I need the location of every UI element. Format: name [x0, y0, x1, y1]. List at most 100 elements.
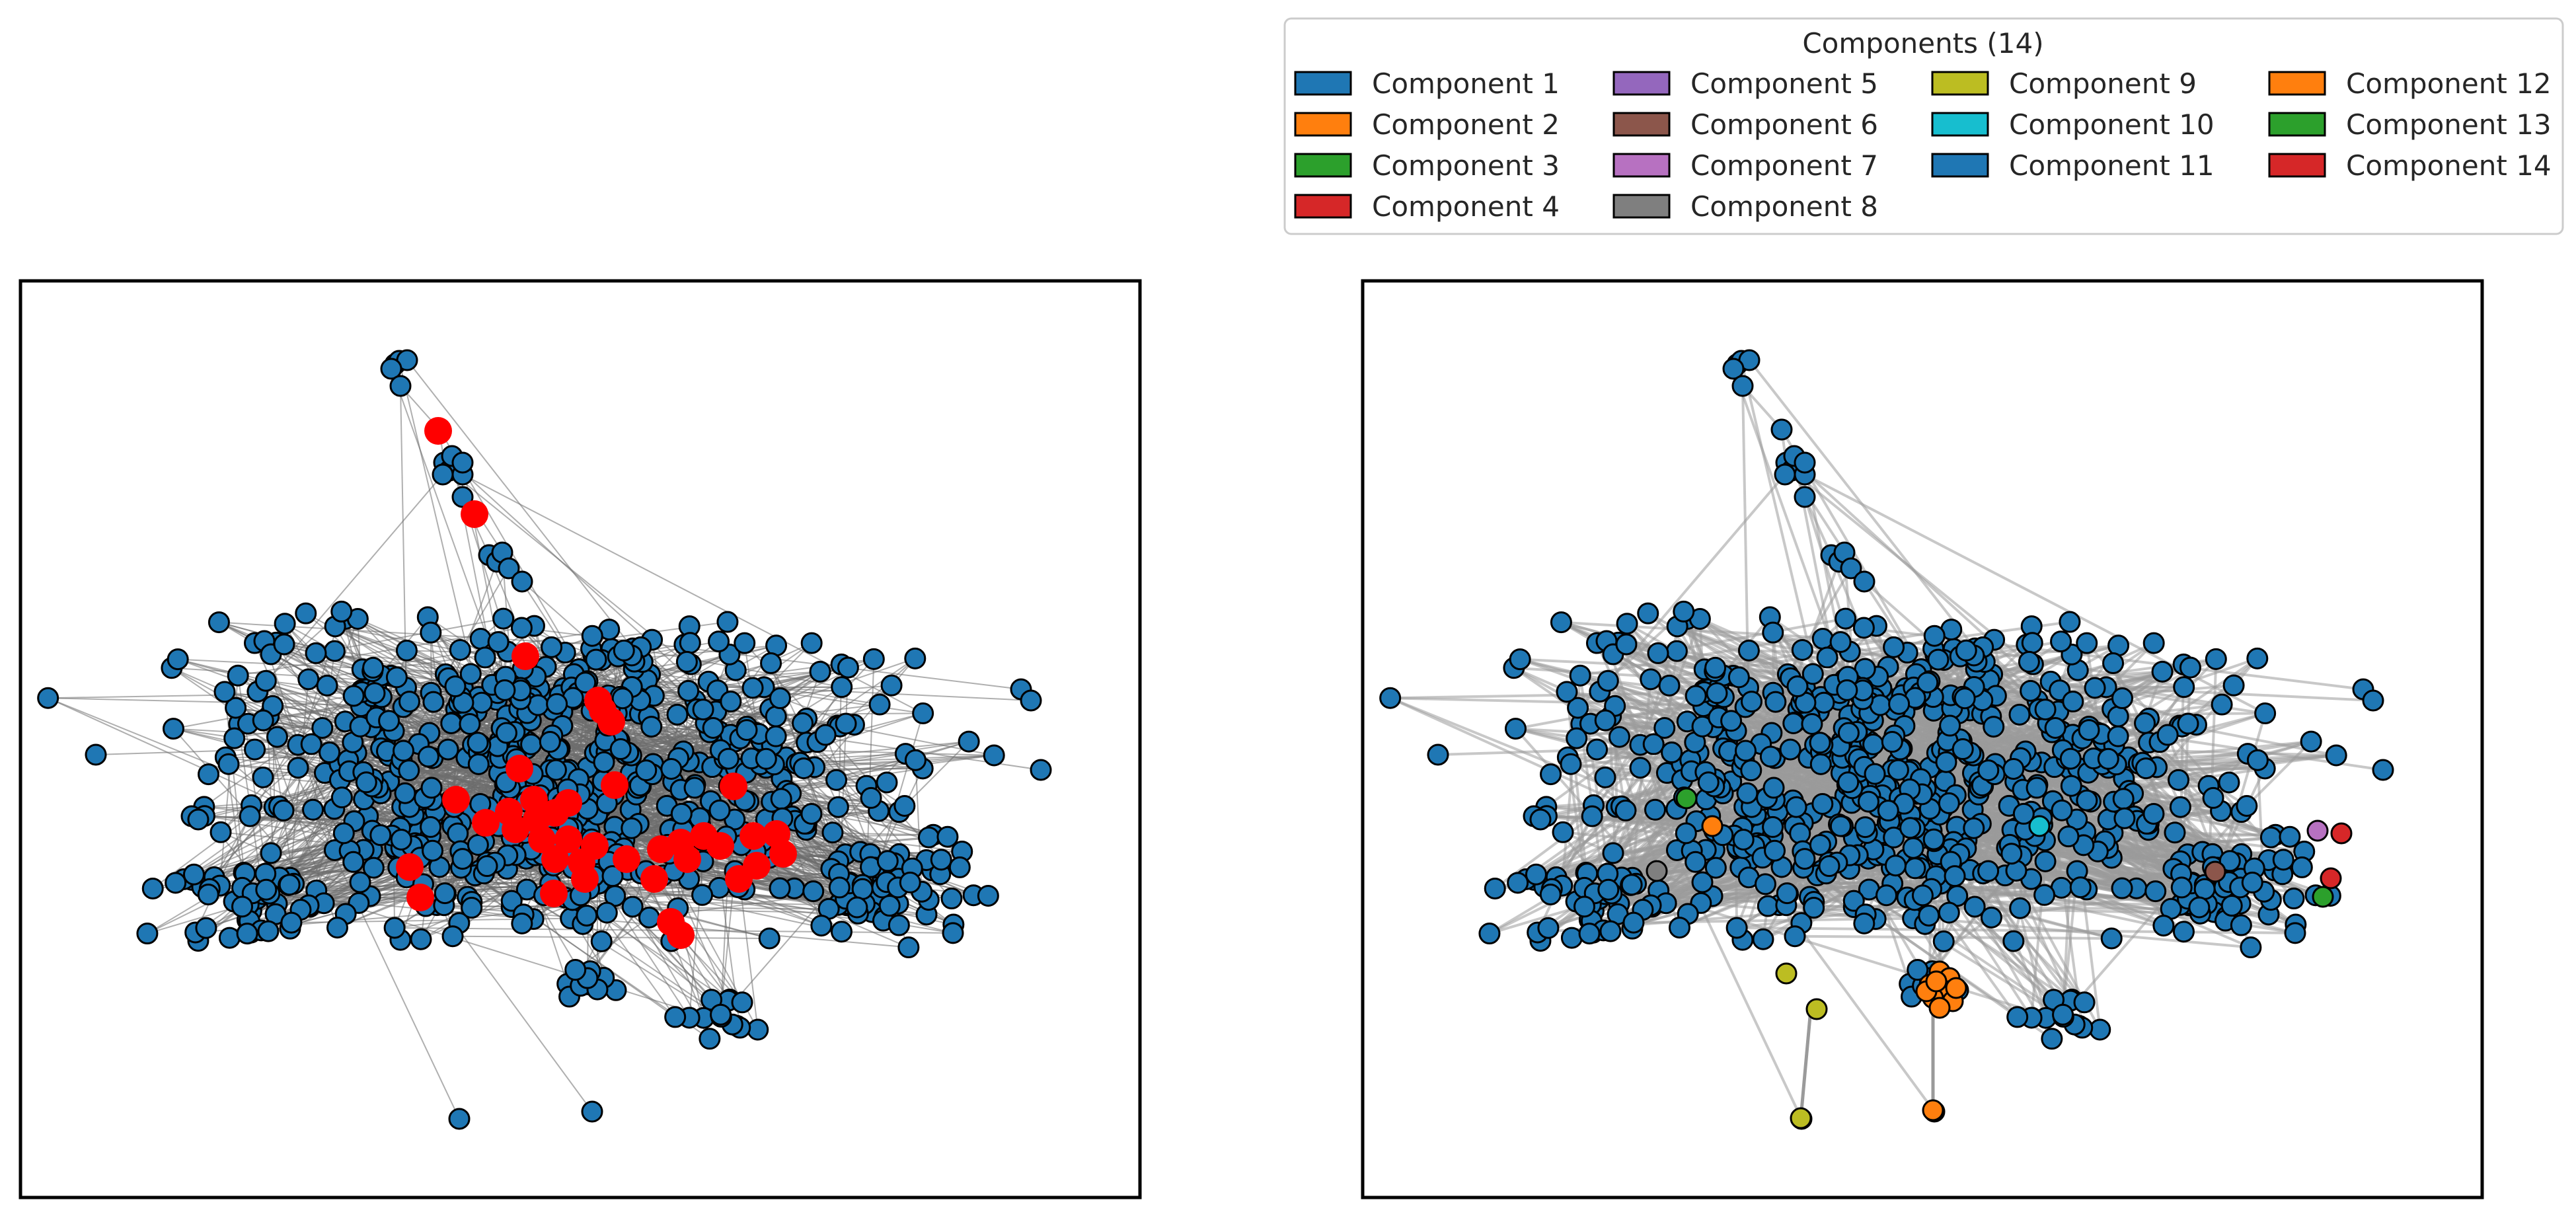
node [211, 822, 231, 842]
node [540, 732, 560, 752]
node [815, 725, 835, 745]
node [1928, 650, 1948, 669]
node [1913, 886, 1932, 905]
node [582, 1102, 602, 1121]
node [2074, 993, 2094, 1012]
node [829, 878, 849, 897]
node [1739, 640, 1759, 660]
node [2035, 885, 2055, 905]
node [166, 873, 186, 893]
node [1964, 818, 1984, 838]
node [832, 677, 852, 697]
node [137, 924, 157, 944]
component-node [1926, 971, 1946, 991]
node [2169, 770, 2189, 790]
legend-item: Component 7 [1614, 149, 1878, 182]
node [1939, 903, 1959, 923]
node [759, 929, 779, 948]
legend-swatch [1614, 195, 1669, 217]
node [196, 918, 216, 938]
highlighted-node [769, 840, 797, 868]
node [586, 650, 606, 669]
node [1733, 376, 1753, 396]
node [2070, 878, 2090, 897]
component-node [1647, 861, 1667, 881]
node [679, 681, 699, 701]
node [86, 745, 106, 765]
node [317, 675, 337, 695]
node [761, 654, 781, 673]
legend-label: Component 10 [2009, 108, 2215, 141]
node [1924, 829, 1944, 849]
node [1531, 810, 1550, 829]
legend-swatch [2269, 72, 2325, 95]
node [1855, 817, 1875, 837]
node [1616, 800, 1636, 820]
node [711, 1005, 731, 1024]
node [421, 623, 441, 642]
legend-label: Component 1 [1372, 67, 1560, 100]
node [2051, 632, 2071, 652]
node [477, 856, 497, 876]
node [1838, 723, 1858, 743]
node [1804, 898, 1824, 918]
node [2222, 896, 2242, 916]
component-node [2205, 862, 2225, 882]
node [379, 711, 399, 731]
node [1884, 637, 1904, 657]
legend-item: Component 6 [1614, 108, 1878, 141]
node [1579, 924, 1599, 944]
highlighted-node [640, 865, 668, 893]
node [1540, 884, 1560, 904]
node [913, 703, 933, 723]
node [1557, 682, 1577, 702]
node-layer [1381, 350, 2393, 1129]
node [1877, 886, 1897, 905]
node [2248, 648, 2267, 668]
legend-label: Component 12 [2346, 67, 2552, 100]
node [1541, 765, 1561, 784]
highlighted-node [584, 687, 612, 714]
node [237, 924, 257, 944]
node [274, 634, 294, 654]
node [895, 796, 915, 816]
node [1609, 727, 1629, 747]
node [2154, 916, 2174, 936]
node [301, 734, 321, 754]
highlighted-node [706, 832, 734, 860]
highlighted-node [541, 845, 569, 873]
node [445, 677, 465, 697]
node [870, 695, 890, 714]
node [494, 609, 513, 628]
node [703, 718, 723, 738]
node [1802, 714, 1822, 734]
node [421, 817, 441, 837]
node [199, 765, 219, 784]
node [611, 740, 630, 759]
node [1865, 764, 1885, 784]
node [2090, 1020, 2110, 1040]
node [1753, 929, 1773, 949]
node [680, 633, 700, 653]
node [2108, 726, 2128, 746]
legend-label: Component 8 [1690, 190, 1878, 223]
node [1795, 487, 1815, 507]
highlighted-node [424, 417, 452, 445]
node [2002, 844, 2022, 864]
node [1810, 835, 1830, 855]
node [274, 800, 293, 820]
node [938, 827, 958, 847]
node [424, 692, 443, 712]
node [1813, 794, 1833, 814]
node [1882, 732, 1902, 752]
highlighted-node [502, 816, 529, 843]
node [261, 843, 281, 863]
node [2180, 658, 2200, 677]
node [2061, 776, 2081, 796]
node [240, 806, 260, 826]
node [880, 896, 899, 916]
node [350, 872, 370, 892]
highlighted-node [442, 786, 470, 814]
node [2301, 732, 2321, 751]
